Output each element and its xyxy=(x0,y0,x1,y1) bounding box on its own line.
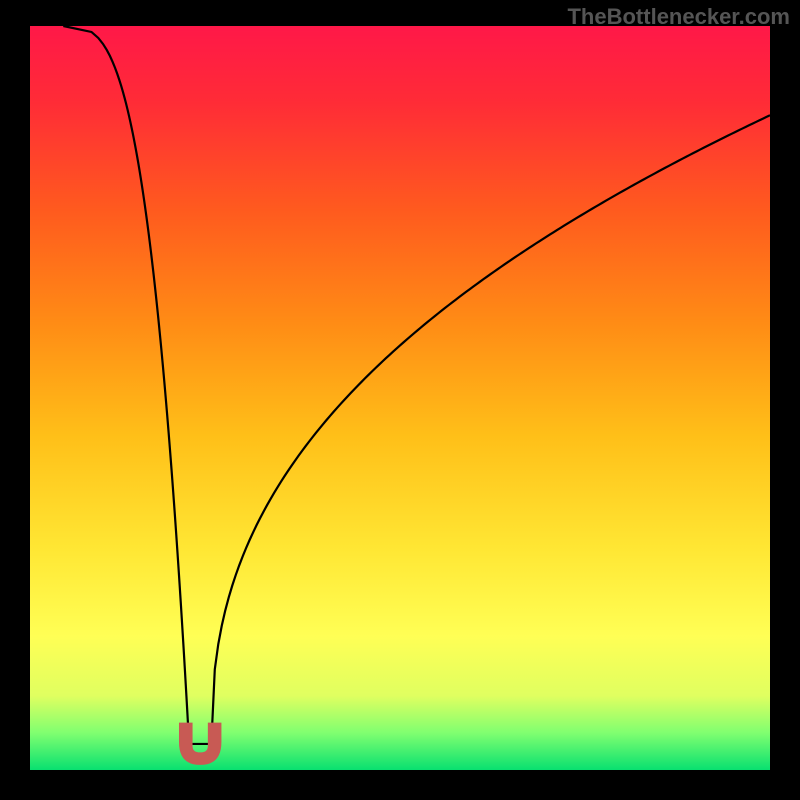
bottleneck-chart xyxy=(0,0,800,800)
plot-area xyxy=(30,26,770,770)
watermark-text: TheBottlenecker.com xyxy=(567,4,790,30)
chart-container: TheBottlenecker.com xyxy=(0,0,800,800)
